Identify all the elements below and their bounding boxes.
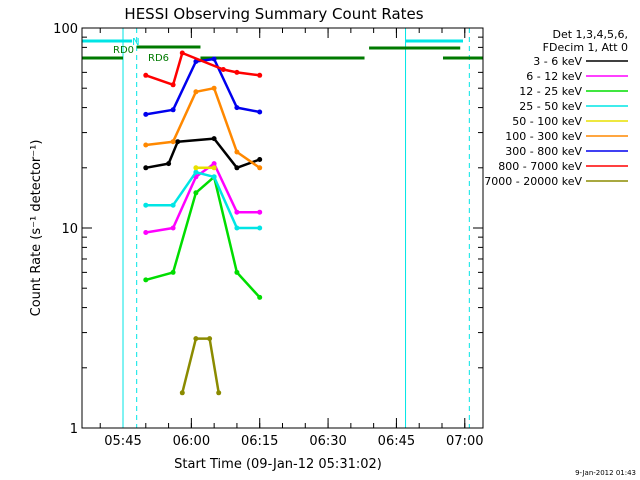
series-9-point <box>216 390 222 396</box>
series-4-point <box>170 202 176 208</box>
rd6-label: RD6 <box>148 53 169 64</box>
y-tick-label: 10 <box>61 222 78 237</box>
series-2-point <box>170 225 176 231</box>
series-1-point <box>234 165 240 171</box>
series-6-point <box>257 165 263 171</box>
legend-label-8: 800 - 7000 keV <box>498 160 582 173</box>
series-line-4 <box>145 170 260 230</box>
y-axis: 1 10 100 <box>53 22 483 437</box>
legend-label-9: 7000 - 20000 keV <box>484 175 582 188</box>
series-7-point <box>211 56 217 62</box>
series-7-point <box>170 107 176 113</box>
series-1-point <box>211 136 217 142</box>
x-axis-label: Start Time (09-Jan-12 05:31:02) <box>174 457 382 472</box>
series-9-point <box>179 390 185 396</box>
series-line-1 <box>145 137 261 170</box>
series-4-point <box>234 225 240 231</box>
series-line-2 <box>145 162 260 234</box>
x-tick-label: 07:00 <box>446 434 483 449</box>
series-6-point <box>143 142 149 148</box>
rd0-label: RD0 <box>113 45 134 56</box>
plot-frame <box>81 27 484 429</box>
series-3-point <box>143 277 149 283</box>
series-4-point <box>211 174 217 180</box>
series-line-8 <box>145 51 260 87</box>
legend-label-4: 25 - 50 keV <box>519 100 582 113</box>
legend: Det 1,3,4,5,6, FDecim 1, Att 0 3 - 6 keV… <box>484 28 628 188</box>
series-5-point <box>193 165 199 171</box>
series-line-7 <box>145 57 260 116</box>
x-tick-label: 06:45 <box>378 434 415 449</box>
series-8-point <box>179 50 185 56</box>
series-3-point <box>257 294 263 300</box>
series-8-point <box>170 82 176 88</box>
night-label: N <box>132 37 139 48</box>
legend-header-2: FDecim 1, Att 0 <box>543 41 628 54</box>
series-1-point <box>143 165 149 171</box>
series-group <box>143 50 263 396</box>
series-1-point <box>166 161 172 167</box>
series-8-point <box>234 69 240 75</box>
series-9-point <box>193 336 199 342</box>
series-7-point <box>234 105 240 111</box>
legend-label-6: 100 - 300 keV <box>505 130 582 143</box>
series-6-point <box>211 85 217 91</box>
series-line-3 <box>145 175 261 299</box>
series-8-point <box>143 72 149 78</box>
series-5-point <box>211 165 217 171</box>
y-tick-label: 100 <box>53 22 78 37</box>
series-line-9 <box>181 337 220 394</box>
series-9-point <box>207 336 213 342</box>
series-4-point <box>257 225 263 231</box>
series-4-point <box>143 202 149 208</box>
x-tick-label: 06:00 <box>173 434 210 449</box>
series-2-point <box>234 209 240 215</box>
x-tick-label: 06:15 <box>241 434 278 449</box>
series-7-point <box>143 111 149 117</box>
x-axis: 05:45 06:00 06:15 06:30 06:45 07:00 <box>99 28 484 449</box>
series-3-point <box>170 269 176 275</box>
series-2-point <box>257 209 263 215</box>
series-3-point <box>234 269 240 275</box>
series-8-point <box>257 72 263 78</box>
series-3-point <box>193 190 199 196</box>
series-8-point <box>220 67 226 72</box>
legend-label-5: 50 - 100 keV <box>512 115 582 128</box>
x-tick-label: 06:30 <box>309 434 346 449</box>
series-1-point <box>257 157 263 162</box>
plot-timestamp: 9-Jan-2012 01:43 <box>575 469 636 477</box>
y-tick-label: 1 <box>70 422 78 437</box>
y-axis-label: Count Rate (s⁻¹ detector⁻¹) <box>29 140 44 317</box>
legend-label-3: 12 - 25 keV <box>519 85 582 98</box>
series-line-6 <box>145 86 261 169</box>
series-6-point <box>193 89 199 95</box>
series-6-point <box>234 149 240 155</box>
legend-label-7: 300 - 800 keV <box>505 145 582 158</box>
x-tick-label: 05:45 <box>104 434 141 449</box>
chart-title: HESSI Observing Summary Count Rates <box>124 5 423 23</box>
series-7-point <box>257 109 263 115</box>
legend-label-2: 6 - 12 keV <box>526 70 582 83</box>
legend-header-1: Det 1,3,4,5,6, <box>552 28 628 41</box>
series-4-point <box>193 169 199 175</box>
series-2-point <box>211 161 217 167</box>
series-1-point <box>175 139 181 145</box>
legend-label-1: 3 - 6 keV <box>533 55 582 68</box>
series-6-point <box>170 139 176 145</box>
series-2-point <box>143 230 149 235</box>
